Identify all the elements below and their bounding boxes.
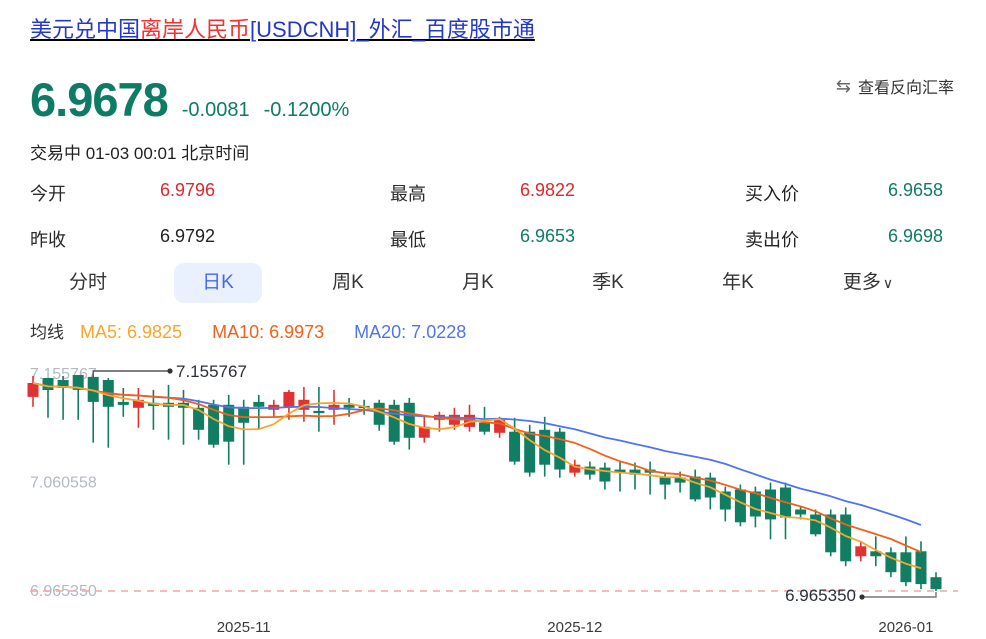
- x-axis-label: 2025-11: [217, 619, 271, 636]
- ma-legend: 均线 MA5: 6.9825 MA10: 6.9973 MA20: 7.0228: [30, 318, 496, 343]
- tab-quarterly-k[interactable]: 季K: [592, 272, 624, 293]
- chevron-down-icon: ∨: [882, 275, 894, 291]
- stat-value: 6.9698: [887, 226, 943, 246]
- stat-prev-close: 昨收 6.9792: [30, 226, 390, 252]
- stat-value: 6.9796: [160, 180, 216, 200]
- stat-value: 6.9822: [520, 180, 576, 200]
- stat-bid: 买入价 6.9658: [745, 180, 943, 206]
- x-axis-label: 2026-01: [878, 619, 933, 636]
- stat-label: 卖出价: [745, 230, 799, 250]
- swap-icon: ⇆: [835, 75, 851, 96]
- stat-label: 最高: [390, 184, 426, 204]
- stat-value: 6.9658: [887, 180, 943, 200]
- tab-minute[interactable]: 分时: [68, 272, 107, 293]
- ma20-legend: MA20: 7.0228: [354, 322, 467, 342]
- ma10-legend: MA10: 6.9973: [212, 322, 325, 342]
- tab-monthly-k[interactable]: 月K: [462, 272, 494, 293]
- candles: [27, 374, 942, 591]
- stat-ask: 卖出价 6.9698: [745, 226, 943, 252]
- min-leader-line: [862, 592, 937, 598]
- stat-high: 最高 6.9822: [390, 180, 745, 206]
- max-annotation: 7.155767: [176, 362, 247, 381]
- page-title-link[interactable]: 美元兑中国离岸人民币[USDCNH]_外汇_百度股市通: [30, 15, 535, 45]
- title-highlight: 离岸人民币: [140, 17, 251, 42]
- stat-low: 最低 6.9653: [390, 226, 745, 252]
- reverse-rate-label: 查看反向汇率: [857, 80, 954, 97]
- min-marker-dot: [859, 594, 865, 600]
- trading-status: 交易中 01-03 00:01 北京时间: [30, 144, 250, 163]
- ma5-line: [32, 382, 922, 570]
- stat-value: 6.9653: [520, 226, 576, 246]
- y-axis-label: 7.060558: [30, 475, 97, 492]
- stat-label: 买入价: [745, 184, 799, 204]
- current-price: 6.9678: [30, 73, 169, 126]
- stat-open: 今开 6.9796: [30, 180, 390, 206]
- ma20-line: [32, 382, 922, 526]
- period-tabs: 分时 日K 周K 月K 季K 年K 更多 ∨: [23, 263, 933, 303]
- ma5-legend: MA5: 6.9825: [80, 322, 183, 342]
- tab-daily-k[interactable]: 日K: [174, 263, 262, 303]
- max-leader-line: [92, 370, 170, 378]
- tab-weekly-k[interactable]: 周K: [332, 272, 364, 293]
- x-axis-label: 2025-12: [547, 619, 602, 636]
- max-marker-dot: [167, 368, 173, 374]
- stat-value: 6.9792: [160, 226, 216, 246]
- ma-legend-title: 均线: [30, 323, 64, 342]
- candlestick-chart[interactable]: 7.1557677.0605586.9653507.1557676.965350…: [0, 356, 986, 639]
- tab-yearly-k[interactable]: 年K: [722, 272, 754, 293]
- view-reverse-rate-link[interactable]: ⇆ 查看反向汇率: [836, 74, 954, 98]
- quote-stats: 今开 6.9796 最高 6.9822 买入价 6.9658 昨收 6.9792…: [30, 180, 943, 252]
- quote-block: 6.9678 -0.0081 -0.1200%: [30, 72, 349, 127]
- price-change: -0.0081: [181, 99, 250, 121]
- ma10-line: [32, 382, 922, 553]
- stat-label: 今开: [30, 184, 66, 204]
- min-annotation: 6.965350: [785, 586, 856, 605]
- stat-label: 昨收: [30, 230, 66, 250]
- y-axis-label: 6.965350: [30, 583, 97, 600]
- title-suffix: [USDCNH]_外汇_百度股市通: [250, 17, 535, 42]
- title-text: 美元兑中国: [30, 17, 141, 42]
- price-change-percent: -0.1200%: [263, 99, 350, 121]
- tab-more[interactable]: 更多 ∨: [842, 272, 894, 293]
- stat-label: 最低: [390, 230, 426, 250]
